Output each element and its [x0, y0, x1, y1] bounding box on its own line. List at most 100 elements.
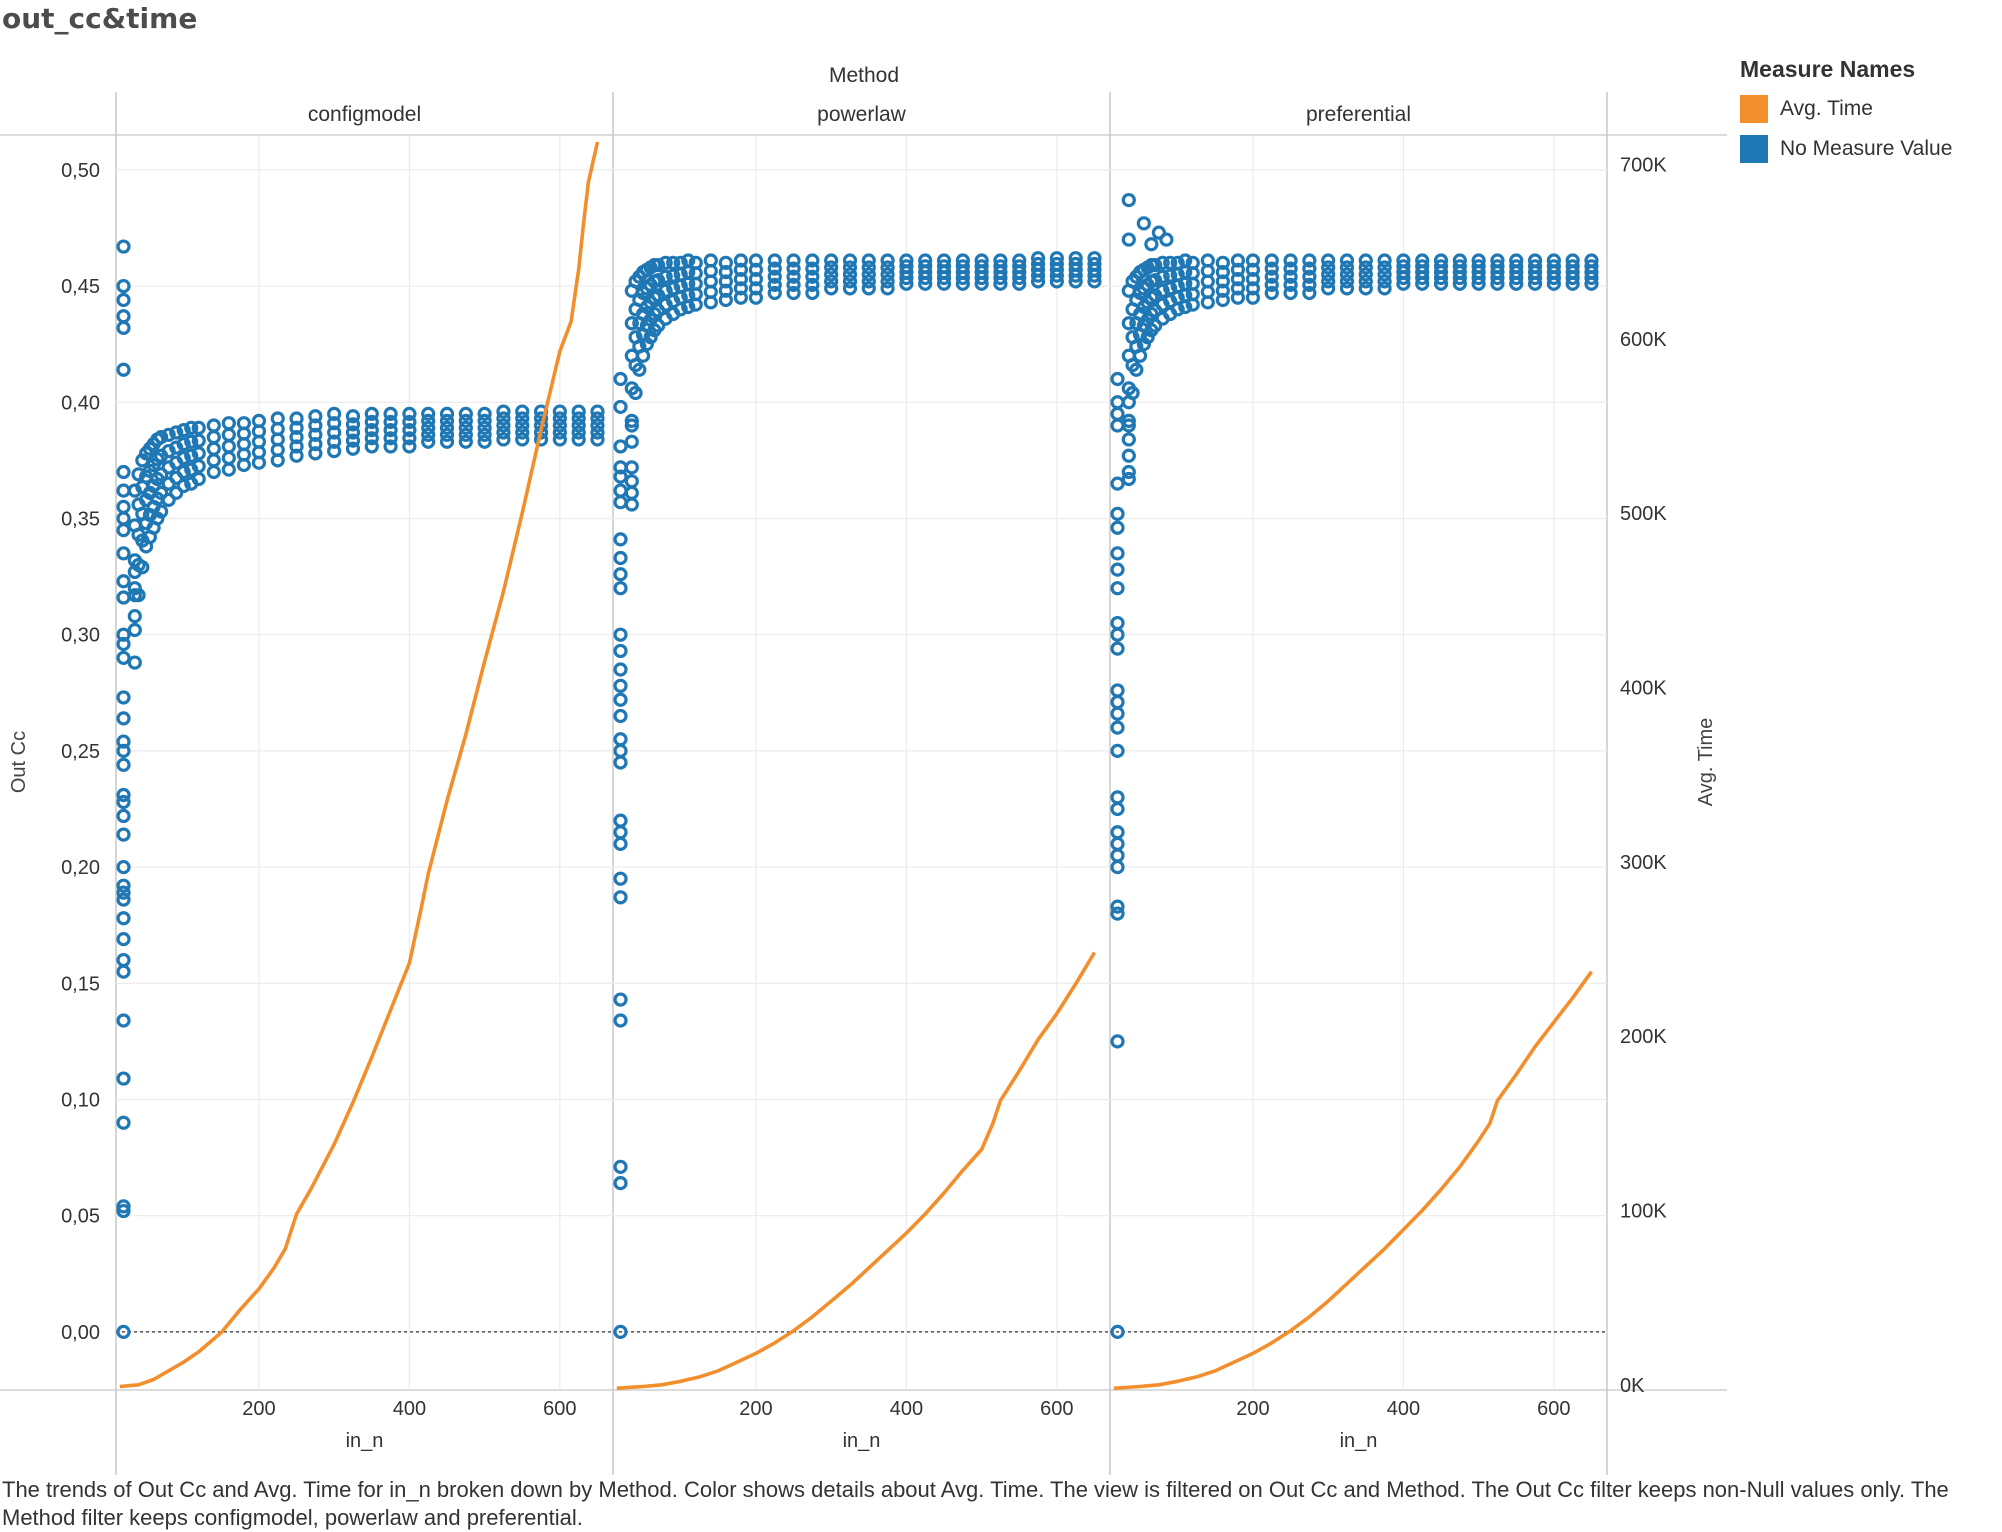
scatter-point: [116, 964, 131, 979]
scatter-point: [116, 636, 131, 652]
scatter-point: [1121, 316, 1136, 331]
scatter-point: [458, 427, 473, 442]
x-tick-label: 400: [890, 1398, 923, 1420]
scatter-point: [842, 274, 858, 289]
y2-tick-label: 200K: [1620, 1026, 1667, 1048]
scatter-point: [1302, 277, 1317, 293]
scatter-point: [718, 265, 733, 280]
scatter-point: [327, 434, 342, 449]
scatter-point: [439, 413, 455, 428]
y-tick-label: 0,40: [61, 392, 100, 414]
scatter-point: [289, 448, 304, 463]
legend-swatch-no-measure-value: [1740, 135, 1768, 163]
scatter-point: [552, 418, 567, 433]
scatter-point: [613, 825, 628, 840]
scatter-point: [364, 414, 379, 430]
scatter-point: [1110, 641, 1125, 656]
legend-label-avg-time: Avg. Time: [1780, 97, 1873, 120]
scatter-point: [1087, 256, 1102, 272]
scatter-point: [116, 932, 131, 947]
scatter-point: [345, 425, 361, 440]
scatter-point: [1264, 277, 1279, 293]
scatter-point: [206, 441, 221, 456]
scatter-point: [496, 411, 511, 426]
scatter-point: [590, 425, 605, 440]
scatter-point: [135, 560, 150, 575]
scatter-point: [364, 431, 379, 446]
scatter-point: [191, 433, 206, 448]
x-tick-label: 200: [739, 1398, 772, 1420]
scatter-point: [552, 425, 567, 440]
scatter-point: [824, 274, 839, 289]
scatter-point: [1283, 253, 1298, 268]
y2-axis-title: Avg. Time: [1695, 718, 1717, 807]
scatter-point: [1110, 706, 1125, 721]
y2-tick-label: 100K: [1620, 1200, 1667, 1222]
scatter-point: [748, 271, 764, 287]
scatter-point: [718, 255, 733, 270]
scatter-point: [236, 416, 251, 431]
scatter-point: [571, 418, 586, 433]
scatter-point: [748, 281, 764, 296]
legend-item-avg-time[interactable]: Avg. Time: [1740, 89, 1952, 129]
scatter-point: [364, 423, 379, 438]
scatter-point: [1230, 253, 1245, 268]
scatter-point: [1471, 259, 1486, 274]
scatter-point: [1358, 253, 1373, 268]
scatter-point: [184, 420, 199, 435]
scatter-point: [439, 420, 455, 435]
scatter-point: [733, 290, 748, 305]
scatter-point: [1144, 237, 1159, 252]
scatter-point: [1490, 253, 1505, 268]
scatter-point: [402, 439, 417, 454]
scatter-point: [748, 253, 764, 268]
scatter-point: [402, 423, 417, 438]
scatter-point: [613, 532, 628, 547]
scatter-point: [1151, 225, 1167, 240]
scatter-point: [1527, 253, 1543, 268]
scatter-point: [718, 292, 733, 308]
scatter-point: [1087, 251, 1102, 266]
scatter-point: [1546, 253, 1561, 268]
facet-title-method: Method: [829, 64, 899, 87]
scatter-point: [613, 732, 628, 747]
scatter-point: [1377, 260, 1392, 275]
scatter-point: [1159, 232, 1174, 247]
scatter-point: [116, 499, 131, 514]
scatter-point: [1230, 281, 1245, 296]
scatter-point: [1245, 281, 1261, 296]
scatter-point: [1433, 253, 1449, 268]
scatter-point: [1509, 259, 1524, 274]
scatter-point: [496, 418, 511, 433]
scatter-point: [767, 269, 782, 284]
y-tick-label: 0,05: [61, 1206, 100, 1228]
scatter-point: [590, 404, 605, 419]
scatter-point: [345, 417, 361, 432]
scatter-point: [1148, 258, 1163, 273]
scatter-point: [1377, 267, 1392, 282]
scatter-point: [402, 431, 417, 446]
scatter-point: [1452, 253, 1467, 268]
legend-item-no-measure-value[interactable]: No Measure Value: [1740, 129, 1952, 169]
scatter-point: [184, 448, 199, 463]
scatter-point: [221, 416, 236, 431]
scatter-point: [613, 678, 628, 693]
scatter-point: [154, 467, 169, 482]
scatter-point: [515, 404, 530, 419]
scatter-point: [1215, 274, 1230, 289]
scatter-point: [345, 441, 361, 456]
x-tick-label: 600: [543, 1398, 576, 1420]
scatter-point: [955, 253, 970, 268]
scatter-point: [993, 253, 1008, 268]
scatter-point: [289, 420, 304, 435]
scatter-point: [1215, 265, 1230, 280]
scatter-point: [116, 734, 131, 749]
scatter-point: [402, 414, 417, 430]
scatter-point: [571, 404, 586, 419]
scatter-point: [1215, 255, 1230, 270]
scatter-point: [251, 413, 267, 428]
scatter-point: [1110, 506, 1125, 521]
scatter-point: [861, 274, 876, 289]
scatter-point: [1110, 906, 1125, 921]
scatter-point: [477, 420, 492, 435]
